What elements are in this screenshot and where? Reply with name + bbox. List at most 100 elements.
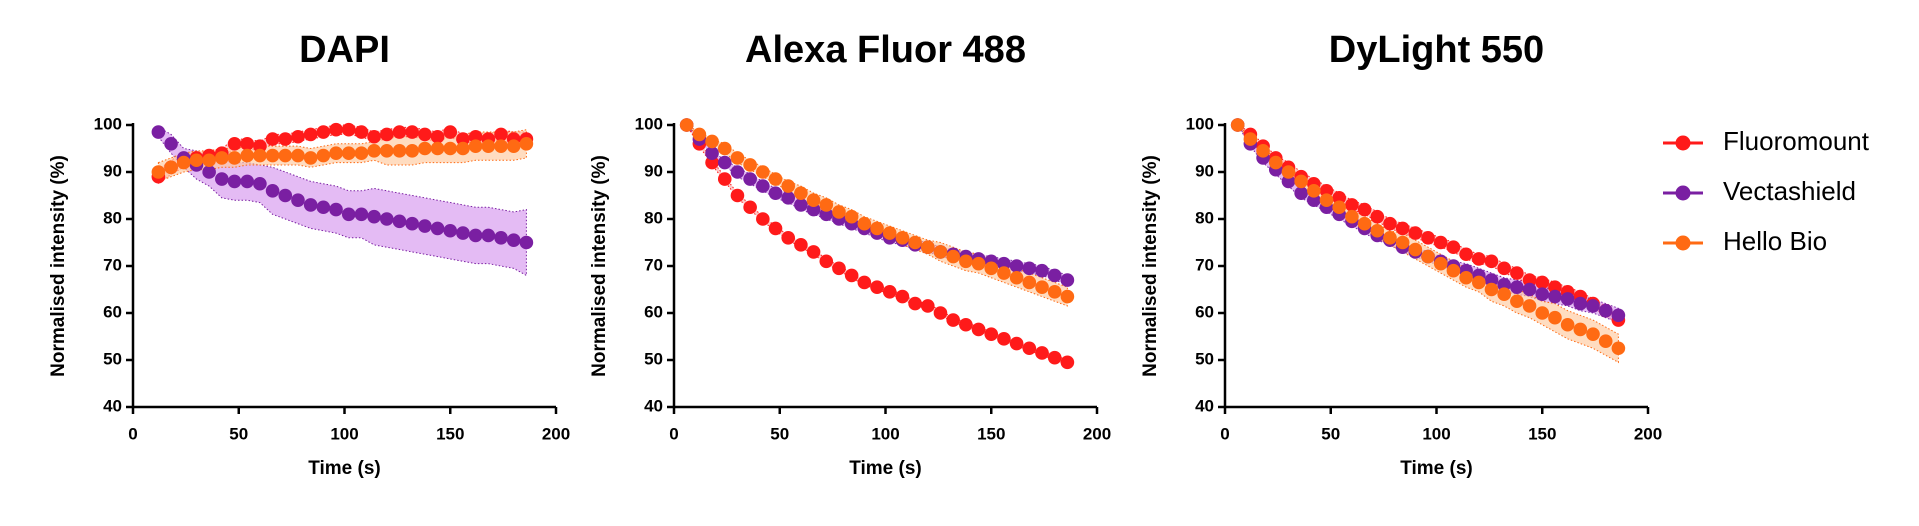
y-tick-label: 70: [644, 255, 663, 274]
data-point: [392, 214, 407, 229]
x-axis-label: Time (s): [849, 458, 922, 479]
data-point: [291, 129, 305, 144]
data-point: [278, 132, 293, 146]
data-point: [1307, 193, 1321, 207]
data-point: [303, 127, 318, 142]
data-point: [329, 122, 343, 137]
data-point: [1035, 263, 1049, 278]
data-point: [959, 254, 973, 269]
data-point: [844, 268, 859, 283]
data-point: [1446, 240, 1461, 254]
data-point: [392, 144, 407, 158]
data-point: [278, 188, 293, 203]
data-point: [1047, 285, 1062, 299]
data-point: [1611, 341, 1626, 356]
data-point: [806, 245, 821, 259]
data-point: [468, 139, 483, 153]
data-point: [756, 212, 770, 226]
data-point: [933, 306, 948, 320]
data-point: [730, 188, 745, 203]
data-point: [265, 184, 280, 198]
data-point: [870, 280, 884, 294]
data-point: [1548, 310, 1562, 325]
data-point: [1535, 275, 1550, 290]
y-tick-label: 90: [103, 161, 122, 180]
data-point: [1281, 174, 1296, 189]
data-point: [1060, 289, 1075, 304]
data-point: [1332, 200, 1347, 215]
y-tick-label: 100: [94, 114, 122, 133]
data-point: [1535, 287, 1550, 302]
data-point: [202, 165, 216, 179]
x-tick-label: 100: [871, 424, 899, 443]
data-point: [1472, 252, 1486, 266]
data-point: [857, 216, 872, 231]
data-point: [215, 172, 229, 186]
data-point: [1611, 308, 1626, 323]
x-axis-label: Time (s): [1400, 458, 1473, 479]
data-point: [1009, 259, 1024, 273]
data-point: [743, 200, 757, 215]
data-point: [1230, 118, 1245, 132]
data-point: [882, 226, 897, 240]
x-tick-label: 200: [1634, 424, 1662, 443]
data-point: [895, 231, 910, 245]
data-point: [1009, 336, 1024, 351]
x-tick-label: 0: [128, 424, 137, 443]
data-point: [354, 146, 369, 160]
data-point: [1510, 294, 1524, 309]
x-tick-label: 100: [330, 424, 358, 443]
data-point: [519, 235, 534, 250]
data-point: [367, 144, 381, 158]
y-tick-label: 60: [1195, 302, 1214, 321]
data-point: [380, 127, 394, 142]
data-point: [1573, 296, 1588, 311]
data-point: [997, 266, 1011, 280]
data-point: [857, 275, 872, 290]
data-point: [443, 223, 458, 238]
data-point: [1383, 231, 1397, 245]
data-point: [756, 165, 770, 179]
data-point: [1510, 280, 1524, 294]
data-point: [1035, 346, 1049, 360]
data-point: [984, 327, 999, 341]
data-point: [303, 151, 318, 165]
data-point: [506, 233, 521, 247]
x-tick-label: 200: [1083, 424, 1111, 443]
data-point: [1548, 280, 1562, 294]
x-tick-label: 0: [669, 424, 678, 443]
data-point: [1294, 174, 1308, 189]
data-point: [1560, 317, 1575, 332]
data-point: [227, 174, 242, 189]
data-point: [1408, 226, 1423, 240]
data-point: [354, 207, 369, 222]
legend-marker: [1675, 135, 1691, 151]
data-point: [705, 134, 719, 149]
data-point: [1370, 223, 1385, 238]
data-point: [1560, 292, 1575, 306]
data-point: [341, 122, 356, 137]
data-point: [176, 155, 191, 170]
data-point: [354, 125, 369, 139]
data-point: [291, 148, 305, 163]
chart-title: Alexa Fluor 488: [745, 29, 1026, 71]
data-point: [1484, 282, 1499, 297]
data-point: [303, 198, 318, 212]
data-point: [959, 317, 973, 332]
data-point: [443, 141, 458, 156]
data-point: [717, 172, 732, 186]
x-tick-label: 50: [1321, 424, 1340, 443]
data-point: [768, 186, 783, 200]
data-point: [1281, 165, 1296, 179]
data-point: [1522, 282, 1537, 297]
data-point: [456, 226, 470, 240]
data-point: [519, 137, 534, 151]
data-point: [240, 174, 255, 189]
x-axis-label: Time (s): [308, 458, 381, 479]
data-point: [730, 151, 745, 165]
data-point: [1009, 270, 1024, 285]
data-point: [329, 202, 343, 217]
y-tick-label: 80: [644, 208, 663, 227]
data-point: [227, 151, 242, 165]
